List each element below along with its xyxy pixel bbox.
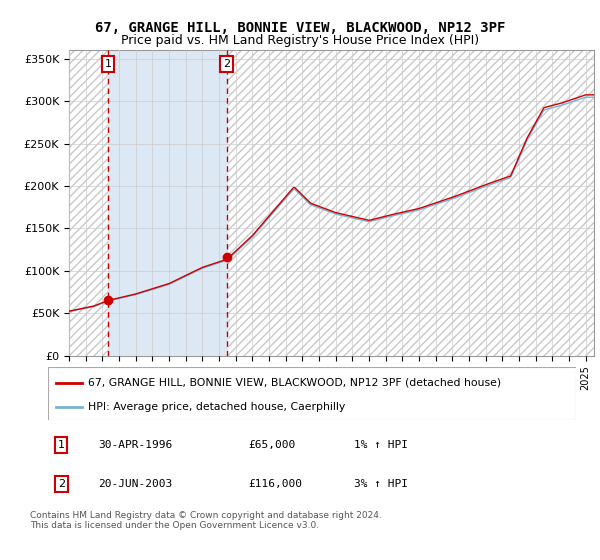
Text: £65,000: £65,000	[248, 440, 296, 450]
Text: Contains HM Land Registry data © Crown copyright and database right 2024.
This d: Contains HM Land Registry data © Crown c…	[30, 511, 382, 530]
Text: 2: 2	[223, 59, 230, 69]
Text: 1: 1	[104, 59, 112, 69]
Bar	[227, 50, 594, 356]
Bar	[69, 50, 108, 356]
Text: 2: 2	[58, 479, 65, 489]
Bar	[108, 50, 227, 356]
Text: 1% ↑ HPI: 1% ↑ HPI	[354, 440, 408, 450]
Text: 20-JUN-2003: 20-JUN-2003	[98, 479, 172, 489]
Text: £116,000: £116,000	[248, 479, 302, 489]
Text: 3% ↑ HPI: 3% ↑ HPI	[354, 479, 408, 489]
Text: 1: 1	[58, 440, 65, 450]
FancyBboxPatch shape	[48, 367, 576, 420]
Text: 67, GRANGE HILL, BONNIE VIEW, BLACKWOOD, NP12 3PF (detached house): 67, GRANGE HILL, BONNIE VIEW, BLACKWOOD,…	[88, 378, 501, 388]
Text: 30-APR-1996: 30-APR-1996	[98, 440, 172, 450]
Text: HPI: Average price, detached house, Caerphilly: HPI: Average price, detached house, Caer…	[88, 402, 345, 412]
Text: 67, GRANGE HILL, BONNIE VIEW, BLACKWOOD, NP12 3PF: 67, GRANGE HILL, BONNIE VIEW, BLACKWOOD,…	[95, 21, 505, 35]
Text: Price paid vs. HM Land Registry's House Price Index (HPI): Price paid vs. HM Land Registry's House …	[121, 34, 479, 46]
